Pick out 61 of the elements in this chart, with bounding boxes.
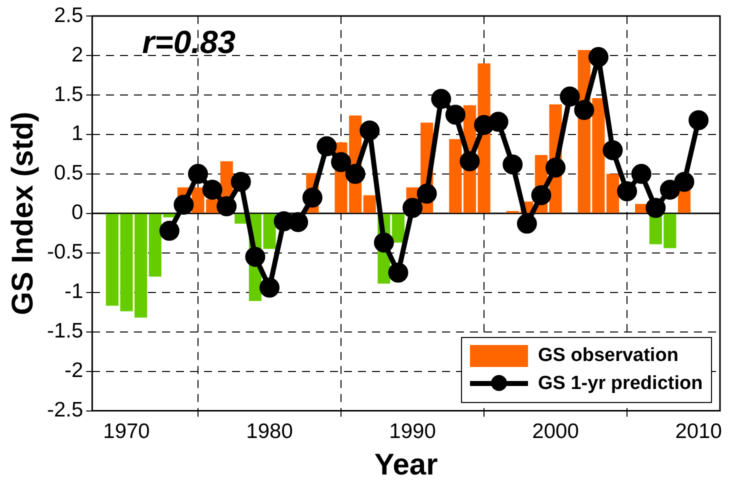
point <box>602 140 623 160</box>
point <box>588 47 608 68</box>
point <box>402 198 423 218</box>
x-tick-label: 1990 <box>389 420 436 444</box>
point <box>460 151 480 172</box>
point <box>646 198 666 218</box>
point <box>474 114 494 135</box>
point <box>260 278 280 298</box>
point <box>546 158 566 178</box>
y-tick-label: -1 <box>64 280 84 304</box>
x-axis-title: Year <box>374 448 438 482</box>
y-tick-label: -0.5 <box>47 240 84 264</box>
y-tick-label: 0 <box>72 201 84 224</box>
point <box>159 220 180 241</box>
point <box>617 181 638 202</box>
y-tick-label: 0.5 <box>54 162 84 185</box>
x-tick-label: 2000 <box>532 420 579 444</box>
bar <box>392 214 405 243</box>
x-tick-label: 1970 <box>103 420 150 444</box>
y-tick-label: -2.5 <box>47 398 84 422</box>
x-tick-label: 1980 <box>246 420 293 444</box>
y-tick-label: 1.5 <box>54 82 84 106</box>
point <box>360 120 380 140</box>
x-tick-label: 2010 <box>675 420 722 444</box>
point <box>488 112 508 132</box>
point <box>431 88 452 109</box>
point <box>416 184 437 204</box>
y-axis-title: GS Index (std) <box>6 112 40 316</box>
point <box>174 194 194 215</box>
point <box>245 246 266 267</box>
point <box>631 164 652 184</box>
y-tick-label: 2.5 <box>54 4 84 27</box>
point <box>302 188 322 208</box>
point <box>445 104 466 125</box>
point <box>345 164 366 184</box>
bar <box>363 195 376 213</box>
annotation: r=0.83 <box>142 24 236 60</box>
point <box>331 152 352 172</box>
bar <box>606 174 620 213</box>
point <box>531 185 552 206</box>
point <box>660 180 680 200</box>
point <box>374 232 394 253</box>
point <box>560 86 580 107</box>
y-tick-label: 1 <box>72 122 84 146</box>
y-tick-label: -1.5 <box>47 320 84 343</box>
bar <box>449 139 462 213</box>
point <box>388 262 408 283</box>
point <box>674 172 694 192</box>
legend-label: GS 1-yr prediction <box>538 372 703 395</box>
point <box>216 196 237 216</box>
point <box>316 136 337 156</box>
y-tick-label: 2 <box>72 43 84 66</box>
point <box>202 180 222 200</box>
point <box>502 154 523 174</box>
point <box>688 110 709 130</box>
legend-label: GS observation <box>538 344 678 367</box>
y-tick-label: -2 <box>64 359 84 382</box>
point <box>574 100 594 120</box>
point <box>230 172 251 192</box>
point <box>188 164 208 184</box>
point <box>516 214 537 234</box>
